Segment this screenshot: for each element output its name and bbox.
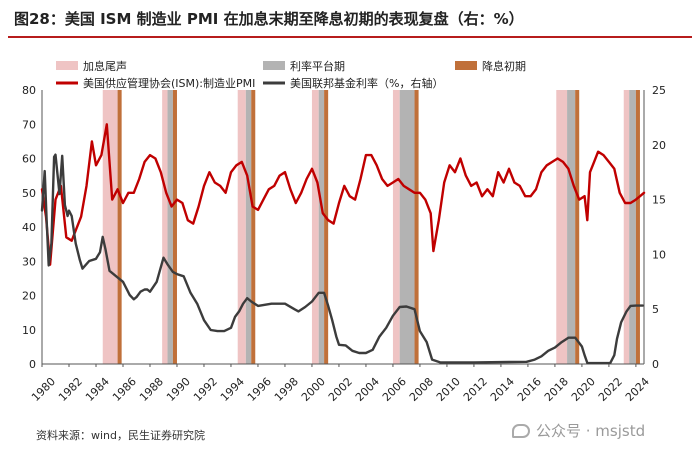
band-early-cut-13 [414,90,419,364]
legend-label-late-hike: 加息尾声 [83,59,127,73]
x-tick-label: 2020 [569,375,598,404]
legend-swatch-early-cut [455,61,477,70]
chart-canvas: 加息尾声 利率平台期 降息初期 美国供应管理协会(ISM):制造业PMI 美国联… [22,59,666,404]
x-tick-label: 2004 [353,375,382,404]
band-early-cut-19 [635,90,640,364]
x-tick-label: 1994 [218,375,247,404]
band-early-cut-16 [575,90,580,364]
y-left-tick-label: 50 [22,187,36,200]
x-tick-label: 1990 [164,375,193,404]
band-plateau-9 [318,90,325,364]
band-plateau-12 [399,90,415,364]
wechat-icon [512,423,530,438]
series-line-pmi [40,123,646,266]
y-left-tick-label: 70 [22,118,36,131]
band-early-cut-4 [172,90,177,364]
band-late-hike-8 [311,90,319,364]
legend-label-fed-rate: 美国联邦基金利率（%，右轴） [290,76,443,90]
x-tick-label: 1988 [137,375,166,404]
y-right-tick-label: 10 [652,248,666,261]
band-plateau-6 [245,90,252,364]
x-tick-label: 1996 [245,375,274,404]
band-early-cut-7 [251,90,256,364]
band-late-hike-0 [102,90,118,364]
x-tick-label: 1984 [83,375,112,404]
x-tick-label: 2000 [299,375,328,404]
legend-label-pmi: 美国供应管理协会(ISM):制造业PMI [83,76,255,90]
band-plateau-3 [167,90,173,364]
y-right-tick-label: 25 [652,84,666,97]
x-tick-label: 1980 [29,375,58,404]
series-line-fed-rate [40,153,644,365]
band-late-hike-2 [162,90,168,364]
band-early-cut-1 [117,90,122,364]
y-right-tick-label: 15 [652,194,666,207]
x-tick-label: 1992 [191,375,220,404]
band-late-hike-11 [392,90,400,364]
band-late-hike-5 [237,90,246,364]
y-right-tick-label: 0 [652,358,659,371]
shaded-periods [102,90,640,364]
legend-label-early-cut: 降息初期 [482,59,526,73]
x-tick-label: 2024 [623,375,652,404]
y-right-tick-label: 5 [652,303,659,316]
chart-title: 图28：美国 ISM 制造业 PMI 在加息末期至降息初期的表现复盘（右：%） [14,10,524,28]
watermark: 公众号 · msjstd [512,420,645,441]
legend-label-plateau: 利率平台期 [290,59,345,73]
legend-swatch-late-hike [56,61,78,70]
x-tick-label: 2008 [407,375,436,404]
y-right-tick-label: 20 [652,139,666,152]
x-tick-label: 1998 [272,375,301,404]
legend-swatch-plateau [263,61,285,70]
y-left-tick-label: 30 [22,255,36,268]
y-left-tick-label: 60 [22,153,36,166]
y-left-tick-label: 20 [22,290,36,303]
x-tick-label: 2012 [461,375,490,404]
source-note: 资料来源：wind，民生证券研究院 [36,429,206,442]
band-early-cut-10 [324,90,329,364]
band-late-hike-14 [556,90,568,364]
watermark-text: 公众号 · msjstd [536,422,646,440]
x-tick-label: 2022 [596,375,625,404]
x-tick-label: 2018 [542,375,571,404]
band-plateau-18 [629,90,636,364]
x-tick-label: 1982 [56,375,85,404]
y-left-tick-label: 40 [22,221,36,234]
x-tick-label: 2010 [434,375,463,404]
y-left-tick-label: 0 [29,358,36,371]
y-left-tick-label: 80 [22,84,36,97]
band-plateau-15 [567,90,576,364]
legend: 加息尾声 利率平台期 降息初期 美国供应管理协会(ISM):制造业PMI 美国联… [56,59,526,90]
x-tick-label: 2002 [326,375,355,404]
series-lines [40,123,646,365]
x-tick-label: 2014 [488,375,517,404]
y-left-tick-label: 10 [22,324,36,337]
x-tick-label: 2006 [380,375,409,404]
band-late-hike-17 [623,90,630,364]
title-divider [8,36,692,38]
x-tick-label: 2016 [515,375,544,404]
x-tick-label: 1986 [110,375,139,404]
